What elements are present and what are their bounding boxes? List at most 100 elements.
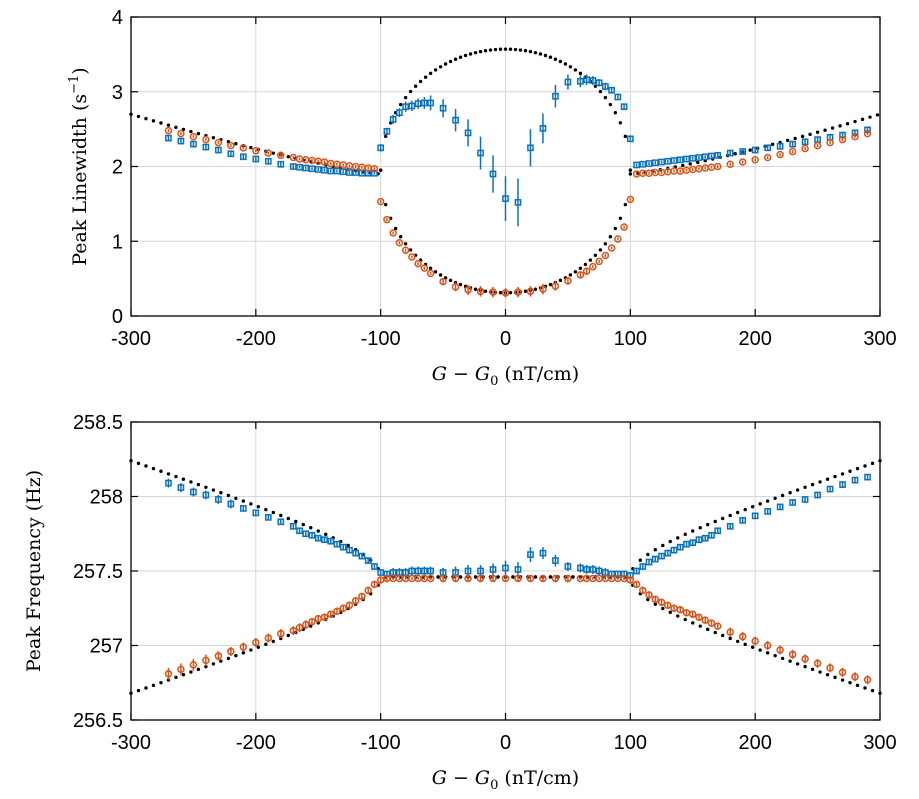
linewidth-orange-point — [514, 288, 522, 296]
frequency-blue-point — [252, 509, 260, 517]
frequency-theory-dot — [294, 519, 298, 524]
linewidth-blue-point — [377, 144, 385, 152]
linewidth-y-axis-label: Peak Linewidth (s−1) — [67, 67, 91, 265]
frequency-blue-point — [789, 499, 796, 506]
linewidth-orange-point — [489, 288, 497, 296]
frequency-theory-dot — [825, 477, 830, 481]
linewidth-theory-dot — [453, 57, 458, 61]
linewidth-theory-dot — [378, 168, 383, 172]
frequency-blue-point — [190, 488, 197, 496]
linewidth-blue-point — [414, 100, 422, 108]
frequency-theory-dot — [234, 653, 238, 658]
linewidth-theory-dot — [573, 270, 578, 274]
linewidth-theory-dot — [815, 130, 820, 134]
frequency-theory-dot — [241, 651, 246, 655]
linewidth-blue-point — [165, 134, 172, 142]
linewidth-orange-point — [501, 289, 510, 297]
frequency-orange-point — [308, 617, 316, 626]
frequency-orange-point — [701, 616, 709, 624]
linewidth-theory-dot — [845, 122, 850, 126]
frequency-theory-dot — [511, 575, 515, 579]
linewidth-orange-point — [451, 283, 460, 291]
frequency-theory-dot — [676, 614, 680, 618]
linewidth-blue-point — [383, 128, 391, 135]
linewidth-blue-point — [308, 165, 316, 173]
frequency-blue-point — [514, 566, 522, 573]
linewidth-blue-point — [327, 167, 335, 175]
frequency-theory-dot — [286, 516, 290, 521]
frequency-blue-point — [477, 567, 484, 575]
frequency-blue-point — [701, 534, 709, 542]
frequency-theory-dot — [706, 627, 710, 632]
frequency-blue-point — [851, 476, 859, 484]
frequency-orange-point — [851, 673, 859, 681]
linewidth-blue-point — [639, 160, 647, 168]
linewidth-blue-point — [564, 78, 572, 86]
frequency-theory-dot — [803, 664, 807, 669]
frequency-x-tick-label: 300 — [863, 732, 896, 754]
frequency-theory-dot — [863, 464, 867, 468]
linewidth-theory-dot — [568, 65, 573, 69]
frequency-theory-dot — [174, 675, 178, 680]
frequency-theory-dot — [833, 675, 837, 680]
frequency-blue-point — [489, 566, 497, 573]
linewidth-blue-point — [689, 154, 697, 162]
linewidth-theory-dot — [681, 163, 685, 168]
frequency-orange-point — [339, 604, 347, 612]
linewidth-theory-dot — [418, 79, 423, 84]
frequency-y-tick-label: 257 — [90, 636, 123, 658]
frequency-orange-point — [738, 632, 747, 641]
frequency-blue-point — [614, 570, 622, 578]
linewidth-theory-dot — [523, 49, 528, 53]
linewidth-blue-point — [676, 156, 684, 164]
frequency-theory-dot — [721, 633, 725, 638]
frequency-blue-point — [689, 539, 697, 547]
linewidth-blue-point — [514, 199, 522, 206]
linewidth-theory-dot — [174, 125, 178, 130]
frequency-theory-dot — [256, 645, 261, 649]
frequency-theory-dot — [234, 496, 238, 500]
frequency-theory-dot — [196, 482, 201, 487]
linewidth-blue-point — [651, 159, 659, 167]
frequency-theory-dot — [473, 575, 478, 579]
frequency-orange-point — [295, 623, 304, 632]
linewidth-orange-point — [526, 287, 535, 296]
frequency-theory-dot — [713, 630, 717, 635]
frequency-blue-point — [358, 552, 366, 560]
frequency-theory-dot — [226, 656, 231, 661]
linewidth-blue-point — [602, 83, 609, 90]
frequency-theory-dot — [691, 621, 695, 625]
frequency-blue-point — [801, 496, 809, 503]
frequency-x-tick-label: -300 — [111, 732, 151, 754]
linewidth-theory-dot — [623, 134, 628, 139]
frequency-theory-dot — [638, 558, 643, 562]
frequency-orange-point — [464, 574, 472, 583]
linewidth-blue-point — [664, 157, 672, 165]
linewidth-theory-dot — [271, 151, 276, 155]
frequency-theory-dot — [743, 507, 747, 512]
linewidth-blue-point — [614, 93, 622, 101]
linewidth-blue-point — [264, 157, 272, 165]
frequency-theory-dot — [825, 672, 830, 677]
linewidth-theory-dot — [189, 129, 193, 134]
frequency-theory-dot — [653, 547, 657, 552]
linewidth-orange-point — [177, 129, 185, 138]
frequency-blue-point — [414, 567, 422, 575]
linewidth-theory-dot — [151, 119, 156, 123]
linewidth-orange-point — [252, 147, 260, 155]
linewidth-grid — [130, 16, 881, 317]
linewidth-blue-point — [240, 153, 247, 161]
frequency-orange-point — [657, 598, 666, 607]
frequency-y-tick-label: 256.5 — [73, 710, 123, 732]
linewidth-theory-dot — [563, 62, 568, 66]
frequency-blue-point — [751, 512, 759, 520]
linewidth-y-tick-label: 1 — [112, 231, 123, 253]
linewidth-theory-dot — [593, 253, 598, 258]
frequency-x-tick-label: -200 — [236, 732, 276, 754]
frequency-blue-point — [352, 549, 360, 557]
linewidth-blue-point — [252, 155, 260, 163]
frequency-theory-dot — [271, 510, 276, 515]
linewidth-blue-point — [215, 146, 222, 154]
linewidth-blue-point — [714, 151, 722, 159]
linewidth-theory-dot — [448, 278, 453, 283]
